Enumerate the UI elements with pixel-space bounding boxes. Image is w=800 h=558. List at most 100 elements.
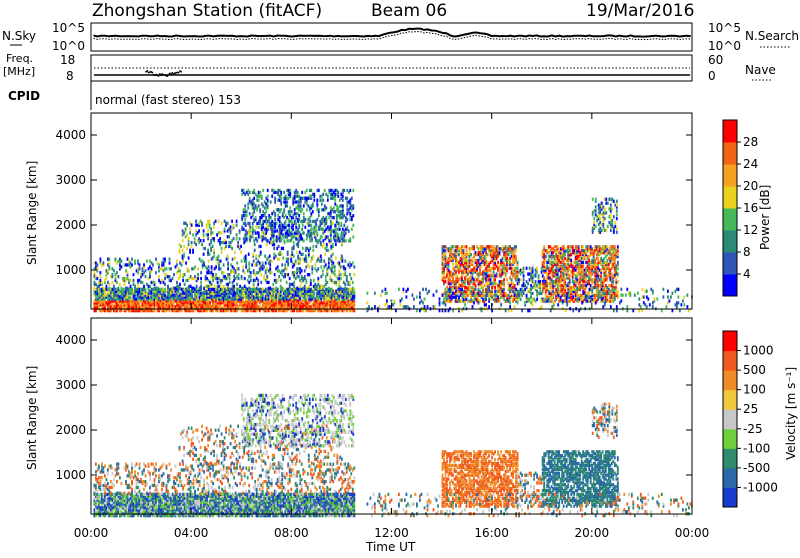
echo-cell [200,239,202,242]
echo-cell [179,273,181,276]
echo-cell [320,265,322,268]
echo-cell [346,275,348,278]
echo-cell [252,226,254,229]
echo-cell [186,224,188,227]
echo-cell [167,285,169,288]
echo-cell [288,224,290,227]
echo-cell [311,271,313,274]
echo-cell [266,275,268,278]
echo-cell [188,237,190,240]
echo-cell [228,235,230,238]
echo-cell [323,243,325,246]
echo-cell [192,233,194,236]
echo-cell [181,292,183,295]
echo-cell [246,214,248,217]
echo-cell [253,283,255,286]
echo-cell [189,231,191,234]
echo-cell [241,260,243,263]
echo-cell [270,216,272,219]
echo-cell [173,273,175,276]
echo-cell [322,199,324,202]
echo-cell [445,253,447,256]
echo-cell [345,232,347,235]
nave-tick-bottom: 0 [708,69,716,83]
echo-cell [330,226,332,229]
echo-cell [207,237,209,240]
echo-cell [227,255,229,258]
echo-cell [334,199,336,202]
echo-cell [288,239,290,242]
echo-cell [260,273,262,276]
echo-cell [291,251,293,254]
echo-cell [515,255,517,258]
echo-cell [185,227,187,230]
echo-cell [290,258,292,261]
echo-cell [131,258,133,261]
echo-cell [97,263,99,266]
echo-cell [335,256,337,259]
echo-cell [256,222,258,225]
echo-cell [445,280,447,283]
echo-cell [301,269,303,272]
echo-cell [223,271,225,274]
echo-cell [259,261,261,264]
echo-cell [334,269,336,272]
echo-cell [352,287,354,290]
echo-cell [200,277,202,280]
echo-cell [182,249,184,252]
echo-cell [215,265,217,268]
echo-cell [351,197,353,200]
echo-cell [121,287,123,290]
echo-cell [130,285,132,288]
echo-cell [334,224,336,227]
echo-cell [289,206,291,209]
echo-cell [241,275,243,278]
echo-cell [239,229,241,232]
echo-cell [344,271,346,274]
echo-cell [323,260,325,263]
echo-cell [301,208,303,211]
echo-cell [262,235,264,238]
echo-cell [316,232,318,235]
echo-cell [244,218,246,221]
echo-cell [221,247,223,250]
echo-cell [300,204,302,207]
echo-cell [332,253,334,256]
echo-cell [121,260,123,263]
echo-cell [217,281,219,284]
echo-cell [340,273,342,276]
echo-cell [236,220,238,223]
echo-cell [303,239,305,242]
echo-cell [310,239,312,242]
echo-cell [315,226,317,229]
echo-cell [543,276,545,279]
echo-cell [463,249,465,252]
freq-label: Freq. [6,52,33,65]
echo-cell [304,218,306,221]
nave-dip-point [158,75,160,77]
echo-cell [344,260,346,263]
echo-cell [466,249,468,252]
echo-cell [352,214,354,217]
echo-cell [197,277,199,280]
echo-cell [281,263,283,266]
echo-cell [545,255,547,258]
echo-cell [286,204,288,207]
echo-cell [345,239,347,242]
echo-cell [234,251,236,254]
echo-cell [255,216,257,219]
echo-cell [324,189,326,192]
echo-cell [320,258,322,261]
echo-cell [193,287,195,290]
echo-cell [328,287,330,290]
echo-cell [352,224,354,227]
cpid-text: normal (fast stereo) 153 [95,93,241,107]
echo-cell [306,237,308,240]
echo-cell [310,228,312,231]
echo-cell [145,275,147,278]
nsky-label: N.Sky [2,29,36,43]
echo-cell [188,269,190,272]
echo-cell [220,260,222,263]
nave-dip-point [151,72,153,74]
echo-cell [255,232,257,235]
